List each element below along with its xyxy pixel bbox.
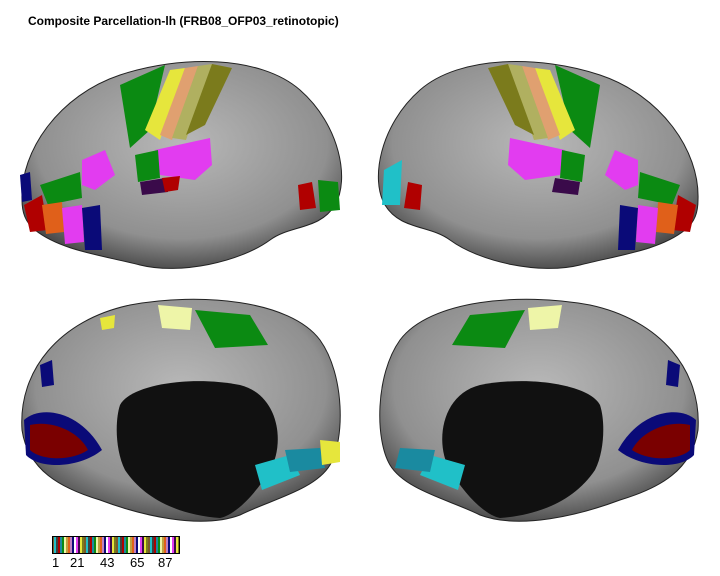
colorbar-stripe — [102, 536, 105, 554]
colorbar-stripe — [88, 536, 91, 554]
colorbar-stripe — [152, 536, 155, 554]
colorbar-stripe — [120, 536, 123, 554]
colorbar-stripe — [136, 536, 139, 554]
brain-view-top-right — [378, 61, 699, 269]
colorbar-stripe — [92, 536, 95, 554]
colorbar-stripe — [58, 536, 61, 554]
colorbar-stripe — [56, 536, 59, 554]
colorbar-stripe — [104, 536, 107, 554]
colorbar-tick-1: 1 — [52, 555, 60, 570]
brain-view-bottom-left — [21, 298, 341, 522]
colorbar-stripe — [138, 536, 141, 554]
colorbar-stripe — [154, 536, 157, 554]
colorbar-stripe — [126, 536, 129, 554]
colorbar-stripe — [90, 536, 93, 554]
colorbar-stripe — [172, 536, 175, 554]
colorbar-stripe — [72, 536, 75, 554]
colorbar-stripe — [166, 536, 169, 554]
colorbar-stripe — [70, 536, 73, 554]
colorbar-stripe — [52, 536, 55, 554]
colorbar-stripe — [66, 536, 69, 554]
colorbar-stripe — [164, 536, 167, 554]
colorbar-stripe — [74, 536, 77, 554]
colorbar-tick-3: 43 — [100, 555, 115, 570]
colorbar-stripe — [84, 536, 87, 554]
colorbar-stripe — [128, 536, 131, 554]
colorbar-stripe — [156, 536, 159, 554]
colorbar-stripe — [132, 536, 135, 554]
colorbar-tick-2: 21 — [70, 555, 85, 570]
colorbar-stripe — [162, 536, 165, 554]
colorbar-stripe — [96, 536, 99, 554]
colorbar-stripe — [148, 536, 151, 554]
colorbar-stripe — [100, 536, 103, 554]
colorbar-stripe — [116, 536, 119, 554]
colorbar-tick-4: 65 — [130, 555, 145, 570]
brain-view-bottom-right — [379, 298, 699, 522]
colorbar-stripe — [80, 536, 83, 554]
colorbar-stripe — [146, 536, 149, 554]
colorbar-stripe — [144, 536, 147, 554]
colorbar-stripe — [160, 536, 163, 554]
colorbar-stripe — [60, 536, 63, 554]
page-title: Composite Parcellation-lh (FRB08_OFP03_r… — [28, 14, 339, 28]
colorbar-stripe — [124, 536, 127, 554]
colorbar-stripe — [176, 536, 179, 554]
colorbar-stripe — [78, 536, 81, 554]
colorbar-stripe — [108, 536, 111, 554]
colorbar-stripe — [122, 536, 125, 554]
colorbar-stripe — [170, 536, 173, 554]
brain-view-top-left — [20, 61, 342, 269]
colorbar-stripe — [94, 536, 97, 554]
colorbar-stripe — [174, 536, 177, 554]
colorbar-stripe — [62, 536, 65, 554]
colorbar-stripe — [106, 536, 109, 554]
colorbar-stripe — [82, 536, 85, 554]
colorbar-stripe — [142, 536, 145, 554]
colorbar-stripe — [130, 536, 133, 554]
colorbar-stripe — [110, 536, 113, 554]
colorbar-stripe — [114, 536, 117, 554]
colorbar-ticks: 1 21 43 65 87 — [52, 555, 192, 573]
colorbar-stripe — [168, 536, 171, 554]
colorbar-tick-5: 87 — [158, 555, 173, 570]
colorbar-stripe — [68, 536, 71, 554]
colorbar-stripe — [118, 536, 121, 554]
colorbar-stripe — [98, 536, 101, 554]
colorbar-stripe — [86, 536, 89, 554]
colorbar-stripe — [64, 536, 67, 554]
colorbar-stripe — [134, 536, 137, 554]
colorbar-stripe — [76, 536, 79, 554]
colorbar-stripe — [158, 536, 161, 554]
colorbar-stripe — [112, 536, 115, 554]
colorbar-stripe — [54, 536, 57, 554]
colorbar-stripe — [150, 536, 153, 554]
colorbar-stripe — [140, 536, 143, 554]
colorbar — [52, 536, 180, 554]
